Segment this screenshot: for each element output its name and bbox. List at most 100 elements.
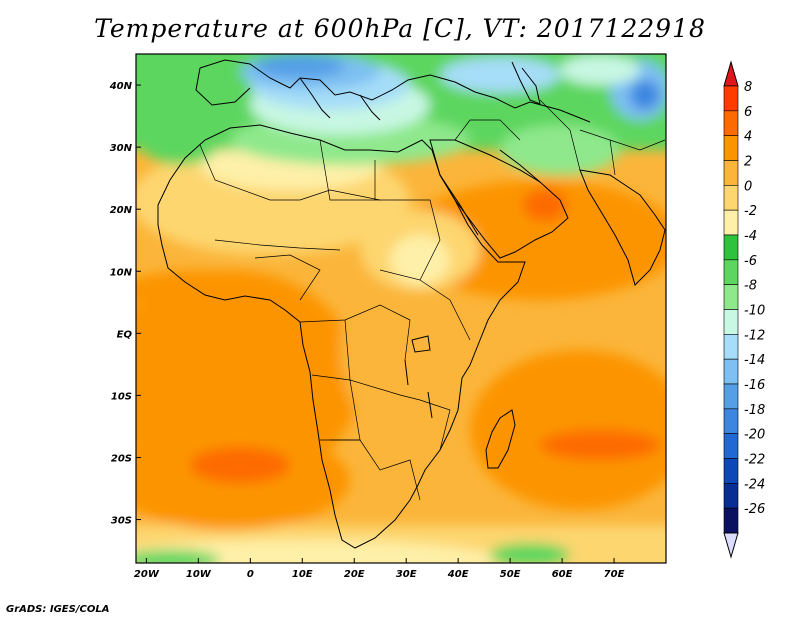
chart-title: Temperature at 600hPa [C], VT: 201712291… [94,14,706,43]
field-gulf-orange [136,270,280,310]
plot-frame [135,53,667,564]
lat-tick-label: 30S [111,516,132,527]
colorbar-label: 2 [744,155,752,170]
field-indian-hot [540,430,660,460]
field-southwest-green [136,550,220,563]
colorbar-label: -4 [744,229,757,244]
lake-malawi-outline [427,391,433,419]
field-io-orange [470,350,666,510]
temperature-field [136,54,666,563]
colorbar: 8 6 4 2 0 -2 -4 -6 -8 -10 -12 -14 -16 -18 -20 -22 -24 -26 [723,60,765,559]
colorbar-box [723,358,739,385]
colorbar-box [723,433,739,459]
lat-tick-label: 10N [110,267,133,278]
border-east-africa [419,279,471,341]
border-himalaya [609,139,666,151]
lon-tick-label: 10E [292,569,313,580]
red-sea-coastline [439,174,479,236]
colorbar-box [723,284,739,310]
caspian-coastline [511,61,541,105]
country-borders [199,99,666,501]
madagascar-coastline [485,409,516,469]
colorbar-box [723,135,739,161]
border-nigeria [254,254,321,301]
lon-tick-label: 70E [604,569,625,580]
colorbar-box [723,383,739,410]
colorbar-box [723,458,739,484]
lat-tick-label: 30N [110,143,133,154]
colorbar-top-arrow [723,60,739,87]
italy-coastline [299,77,331,119]
border-south [330,439,421,501]
field-iran-light-green [500,125,620,175]
greece-coastline [359,94,381,121]
colorbar-label: -22 [744,453,765,468]
field-east-africa-pale [390,235,450,285]
border-mozambique [419,399,451,451]
colorbar-box [723,309,739,335]
europe-coastline [199,59,591,123]
lat-tick-label: EQ [117,329,133,340]
colorbar-box [723,110,739,136]
grads-credit: GrADS: IGES/COLA [6,604,110,615]
map-axes: 40N 30N 20N 10N EQ 10S 20S 30S 20W 10W 0 10E 20E 30E 4… [109,81,625,580]
lake-victoria-outline [411,335,431,353]
field-east-blue [440,57,560,93]
colorbar-box [723,483,739,509]
lon-tick-label: 20W [134,569,160,580]
lon-tick-label: 0 [247,569,254,580]
lon-tick-label: 40E [447,569,469,580]
colorbar-label: -10 [744,304,765,319]
colorbar-label: 6 [744,105,752,120]
field-atlantic-hot [190,447,290,483]
colorbar-box [723,334,739,360]
border-niger-chad [299,189,381,201]
field-nw-green [140,115,220,165]
field-central-orange [340,260,460,440]
colorbar-label: 4 [744,130,752,145]
colorbar-label: -26 [744,502,765,517]
colorbar-label: 8 [744,80,752,95]
border-iran-afghan [539,99,581,171]
africa-coastline [157,124,526,549]
lat-tick-label: 20S [111,453,132,464]
lat-tick-label: 40N [109,81,133,92]
lake-tanganyika-outline [404,359,409,386]
colorbar-box [723,259,739,285]
lat-tick-label: 20N [110,205,133,216]
colorbar-box [723,185,739,211]
border-drc [344,319,421,401]
colorbar-box [723,408,739,434]
field-south-yellow [136,540,500,563]
india-coastline [579,169,666,286]
colorbar-label: -2 [744,204,757,219]
colorbar-label: -24 [744,477,765,492]
colorbar-label: -16 [744,378,765,393]
lon-tick-label: 60E [552,569,573,580]
lon-tick-label: 30E [396,569,417,580]
colorbar-box [723,209,739,236]
colorbar-box [723,507,739,534]
persian-gulf-coastline [499,149,541,183]
lon-tick-label: 10W [186,569,212,580]
border-sahel [214,239,341,251]
colorbar-label: -18 [744,403,765,418]
colorbar-bottom-arrow [723,532,739,559]
border-sudan [375,199,441,281]
colorbar-label: -6 [744,254,757,269]
coastlines [157,59,666,549]
lon-tick-label: 50E [500,569,521,580]
colorbar-box [723,234,739,261]
border-congo [299,304,411,361]
field-europe-dark-blue [255,54,345,78]
map-figure: 40N 30N 20N 10N EQ 10S 20S 30S 20W 10W 0 10E 20E 30E 4… [109,53,765,580]
lon-tick-label: 20E [344,569,365,580]
colorbar-label: -14 [744,353,765,368]
colorbar-label: -12 [744,328,765,343]
colorbar-box [723,85,739,112]
colorbar-label: -8 [744,279,757,294]
lat-tick-label: 10S [111,391,132,402]
field-arctic-pale [560,55,640,85]
border-middle-east [454,119,521,141]
colorbar-label: -20 [744,428,765,443]
